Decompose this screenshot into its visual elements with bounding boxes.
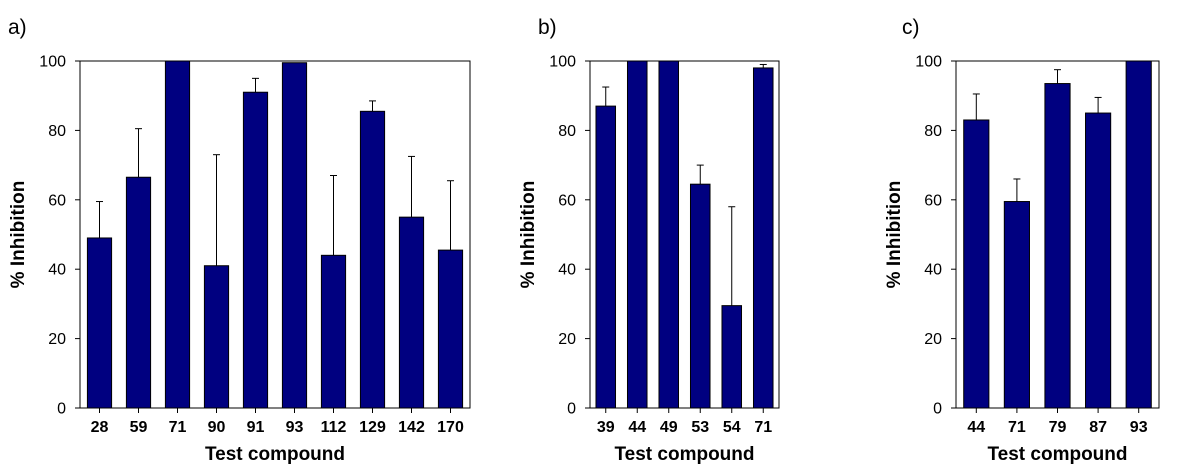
y-tick-label: 80: [48, 123, 66, 140]
y-tick-label: 100: [549, 54, 576, 71]
bar: [1125, 60, 1152, 409]
bar: [437, 249, 464, 409]
y-axis-title: % Inhibition: [518, 181, 539, 289]
x-tick-label: 87: [1089, 419, 1107, 436]
bar: [86, 237, 113, 409]
x-tick-label: 79: [1049, 419, 1067, 436]
x-tick-label: 90: [208, 419, 226, 436]
bar: [752, 67, 774, 409]
plot-frame: [589, 60, 780, 409]
y-tick-label: 20: [48, 331, 66, 348]
panel-label: b): [538, 16, 557, 39]
x-axis-title: Test compound: [987, 444, 1127, 465]
y-tick-label: 60: [558, 192, 576, 209]
x-tick-label: 44: [628, 419, 646, 436]
x-tick-label: 49: [660, 419, 678, 436]
x-tick-label: 170: [437, 419, 464, 436]
y-tick-label: 100: [915, 54, 942, 71]
x-tick-label: 112: [321, 419, 347, 436]
bar: [1085, 112, 1112, 409]
bar: [359, 110, 386, 409]
y-tick-label: 80: [924, 123, 942, 140]
x-tick-label: 59: [130, 419, 148, 436]
x-tick-label: 93: [1130, 419, 1148, 436]
y-tick-label: 40: [924, 262, 942, 279]
x-tick-label: 71: [169, 419, 187, 436]
bar: [626, 60, 648, 409]
x-tick-label: 91: [247, 419, 265, 436]
y-tick-label: 40: [48, 262, 66, 279]
y-axis-title: % Inhibition: [8, 181, 29, 289]
x-tick-label: 71: [1008, 419, 1026, 436]
bar: [398, 216, 425, 409]
y-axis-title: % Inhibition: [884, 181, 905, 289]
x-tick-label: 28: [91, 419, 109, 436]
bar: [689, 183, 711, 409]
y-tick-label: 20: [924, 331, 942, 348]
plot-frame: [955, 60, 1160, 409]
y-tick-label: 0: [567, 401, 576, 418]
x-tick-label: 39: [597, 419, 615, 436]
panel-label: c): [902, 16, 920, 39]
y-tick-label: 0: [933, 401, 942, 418]
y-tick-label: 100: [39, 54, 66, 71]
x-tick-label: 142: [398, 419, 425, 436]
panel-label: a): [8, 16, 27, 39]
x-axis-title: Test compound: [205, 444, 345, 465]
panel-b: b) 39 44 49 53 54 71 0 20 40 60 80 100 Test compound%…: [518, 16, 780, 465]
plot-frame: [79, 60, 471, 409]
bar: [1003, 201, 1030, 409]
y-tick-label: 60: [924, 192, 942, 209]
bar: [281, 62, 308, 409]
y-tick-label: 80: [558, 123, 576, 140]
bar: [320, 254, 347, 409]
bar: [658, 60, 680, 409]
panel-c: c) 44 71 79 87 93 0 20 40 60 80 100 Test compound % I…: [884, 16, 1160, 465]
x-tick-label: 93: [286, 419, 304, 436]
bar: [125, 176, 152, 409]
panel-a: a) 28 59 71 90 91 93 112 129 142 170 0 20 40 60 80 100 Te…: [8, 16, 471, 465]
bar: [1044, 83, 1071, 409]
x-tick-label: 53: [691, 419, 709, 436]
y-tick-label: 60: [48, 192, 66, 209]
bar: [164, 60, 191, 409]
y-tick-label: 20: [558, 331, 576, 348]
bar: [721, 305, 743, 409]
x-tick-label: 54: [723, 419, 741, 436]
x-tick-label: 129: [359, 419, 386, 436]
bar: [203, 265, 230, 409]
x-tick-label: 44: [967, 419, 985, 436]
y-tick-label: 0: [57, 401, 66, 418]
bar: [242, 91, 269, 409]
bar: [595, 105, 617, 409]
x-tick-label: 71: [754, 419, 772, 436]
bar: [963, 119, 990, 409]
y-tick-label: 40: [558, 262, 576, 279]
x-axis-title: Test compound: [614, 444, 754, 465]
